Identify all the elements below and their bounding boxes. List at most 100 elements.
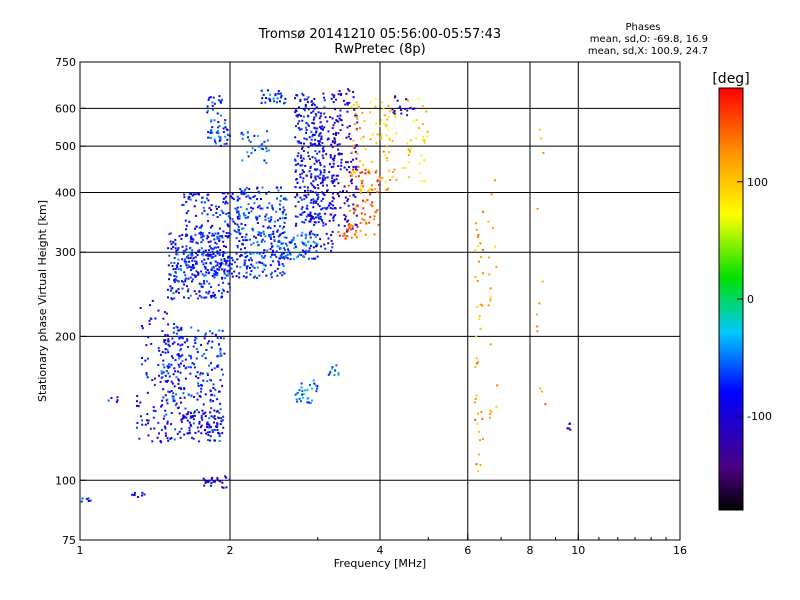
data-point bbox=[262, 148, 265, 151]
data-point bbox=[358, 160, 361, 163]
data-point bbox=[357, 106, 360, 109]
data-point bbox=[145, 419, 148, 422]
data-point bbox=[194, 256, 197, 259]
data-point bbox=[261, 270, 264, 273]
y-tick-label: 100 bbox=[55, 474, 76, 487]
data-point bbox=[216, 337, 219, 339]
data-point bbox=[236, 211, 239, 214]
data-point bbox=[226, 259, 229, 262]
data-point bbox=[331, 140, 334, 143]
data-point bbox=[332, 174, 335, 177]
data-point bbox=[222, 131, 225, 133]
data-point bbox=[346, 161, 349, 164]
data-point bbox=[299, 164, 302, 167]
data-point bbox=[186, 339, 189, 342]
data-point bbox=[278, 100, 281, 103]
data-point bbox=[264, 101, 267, 104]
data-point bbox=[282, 256, 285, 259]
data-point bbox=[297, 127, 300, 129]
data-point bbox=[411, 107, 414, 110]
data-point bbox=[85, 498, 88, 500]
data-point bbox=[299, 213, 302, 216]
data-point bbox=[362, 199, 364, 202]
data-point bbox=[248, 196, 251, 199]
data-point bbox=[361, 171, 364, 174]
data-point bbox=[312, 206, 315, 209]
data-point bbox=[299, 186, 302, 189]
data-point bbox=[207, 220, 209, 223]
data-point bbox=[147, 336, 150, 339]
data-point bbox=[318, 212, 321, 215]
data-point bbox=[327, 373, 330, 376]
data-point bbox=[225, 195, 228, 198]
data-point bbox=[313, 107, 316, 110]
data-point bbox=[220, 354, 223, 357]
data-point bbox=[175, 275, 178, 278]
data-point bbox=[183, 296, 185, 299]
data-point bbox=[187, 254, 190, 257]
data-point bbox=[216, 261, 219, 264]
data-point bbox=[191, 280, 193, 283]
data-point bbox=[303, 256, 306, 258]
data-point bbox=[276, 267, 279, 270]
data-point bbox=[292, 236, 295, 239]
data-point bbox=[270, 238, 273, 240]
data-point bbox=[190, 269, 193, 272]
data-point bbox=[204, 411, 207, 414]
data-point bbox=[366, 190, 369, 193]
data-point bbox=[175, 376, 178, 379]
data-point bbox=[298, 120, 301, 123]
data-point bbox=[316, 152, 319, 155]
data-point bbox=[152, 416, 155, 419]
data-point bbox=[177, 406, 180, 409]
data-point bbox=[353, 108, 356, 111]
data-point bbox=[250, 263, 253, 266]
data-point bbox=[339, 94, 342, 96]
data-point bbox=[227, 212, 230, 215]
data-point bbox=[249, 141, 252, 143]
data-point bbox=[319, 126, 322, 128]
data-point bbox=[309, 383, 311, 386]
data-point bbox=[342, 99, 345, 102]
data-point bbox=[330, 156, 332, 159]
data-point bbox=[212, 256, 215, 259]
data-point bbox=[314, 191, 317, 194]
data-point bbox=[215, 246, 218, 249]
data-point bbox=[151, 299, 154, 302]
data-point bbox=[227, 264, 230, 267]
data-point bbox=[183, 260, 186, 263]
data-point bbox=[316, 168, 319, 171]
data-point bbox=[277, 92, 280, 95]
data-point bbox=[360, 188, 363, 191]
data-point bbox=[240, 192, 243, 195]
data-point bbox=[261, 207, 264, 210]
data-point bbox=[355, 187, 358, 190]
data-point bbox=[421, 138, 424, 141]
data-point bbox=[211, 275, 214, 277]
data-point bbox=[343, 185, 346, 188]
data-point bbox=[316, 387, 318, 390]
data-point bbox=[315, 390, 318, 393]
data-point bbox=[478, 317, 481, 320]
data-point bbox=[304, 237, 307, 240]
data-point bbox=[315, 200, 318, 203]
data-point bbox=[206, 480, 209, 483]
data-point bbox=[410, 147, 413, 150]
x-tick-label: 1 bbox=[77, 544, 84, 557]
data-point bbox=[481, 272, 484, 275]
data-point bbox=[199, 426, 202, 429]
data-point bbox=[276, 274, 279, 277]
data-point bbox=[188, 429, 191, 432]
data-point bbox=[218, 440, 221, 442]
data-point bbox=[294, 158, 296, 161]
data-point bbox=[207, 109, 209, 112]
data-point bbox=[157, 309, 160, 312]
data-point bbox=[194, 431, 197, 434]
data-point bbox=[207, 236, 210, 238]
data-point bbox=[324, 223, 327, 226]
data-point bbox=[422, 136, 424, 138]
data-point bbox=[221, 277, 224, 280]
data-point bbox=[265, 161, 268, 164]
data-point bbox=[294, 205, 297, 208]
data-point bbox=[307, 151, 309, 154]
